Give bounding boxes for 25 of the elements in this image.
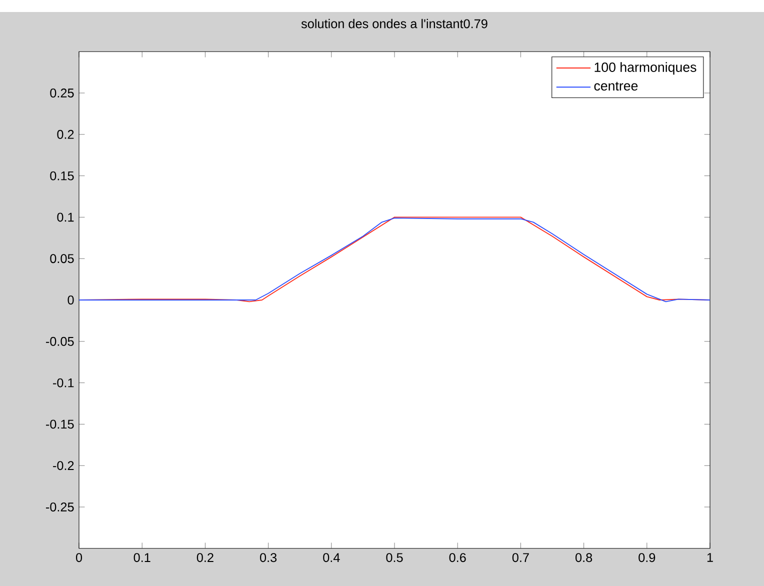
- x-tick-label: 0.6: [449, 553, 466, 562]
- y-tick-label: -0.1: [53, 378, 74, 388]
- x-tick-label: 0.7: [512, 553, 529, 562]
- x-tick-label: 0.1: [134, 553, 150, 562]
- y-tick-label: 0.05: [50, 254, 74, 264]
- x-tick-label: 0.4: [323, 553, 340, 562]
- x-tick-label: 0.8: [576, 553, 592, 562]
- x-tick-label: 0.3: [260, 553, 277, 562]
- legend-label: 100 harmoniques: [594, 62, 696, 75]
- x-tick-label: 0.9: [638, 553, 656, 562]
- x-tick-label: 0.2: [196, 553, 214, 562]
- y-tick-label: 0.25: [50, 88, 74, 98]
- x-tick-label: 0.5: [386, 553, 403, 562]
- legend-label: centree: [594, 82, 638, 91]
- chart-title: solution des ondes a l'instant0.79: [301, 18, 488, 28]
- x-tick-label: 0: [76, 553, 82, 562]
- y-tick-label: -0.15: [46, 420, 74, 429]
- y-tick-label: 0.2: [57, 130, 74, 139]
- y-tick-label: 0.15: [50, 171, 74, 180]
- y-tick-label: 0: [68, 296, 74, 304]
- y-tick-label: -0.05: [46, 336, 74, 346]
- y-tick-label: -0.25: [46, 502, 74, 512]
- y-tick-label: 0.1: [57, 212, 74, 222]
- x-tick-label: 1: [707, 553, 713, 562]
- y-tick-label: -0.2: [53, 461, 74, 470]
